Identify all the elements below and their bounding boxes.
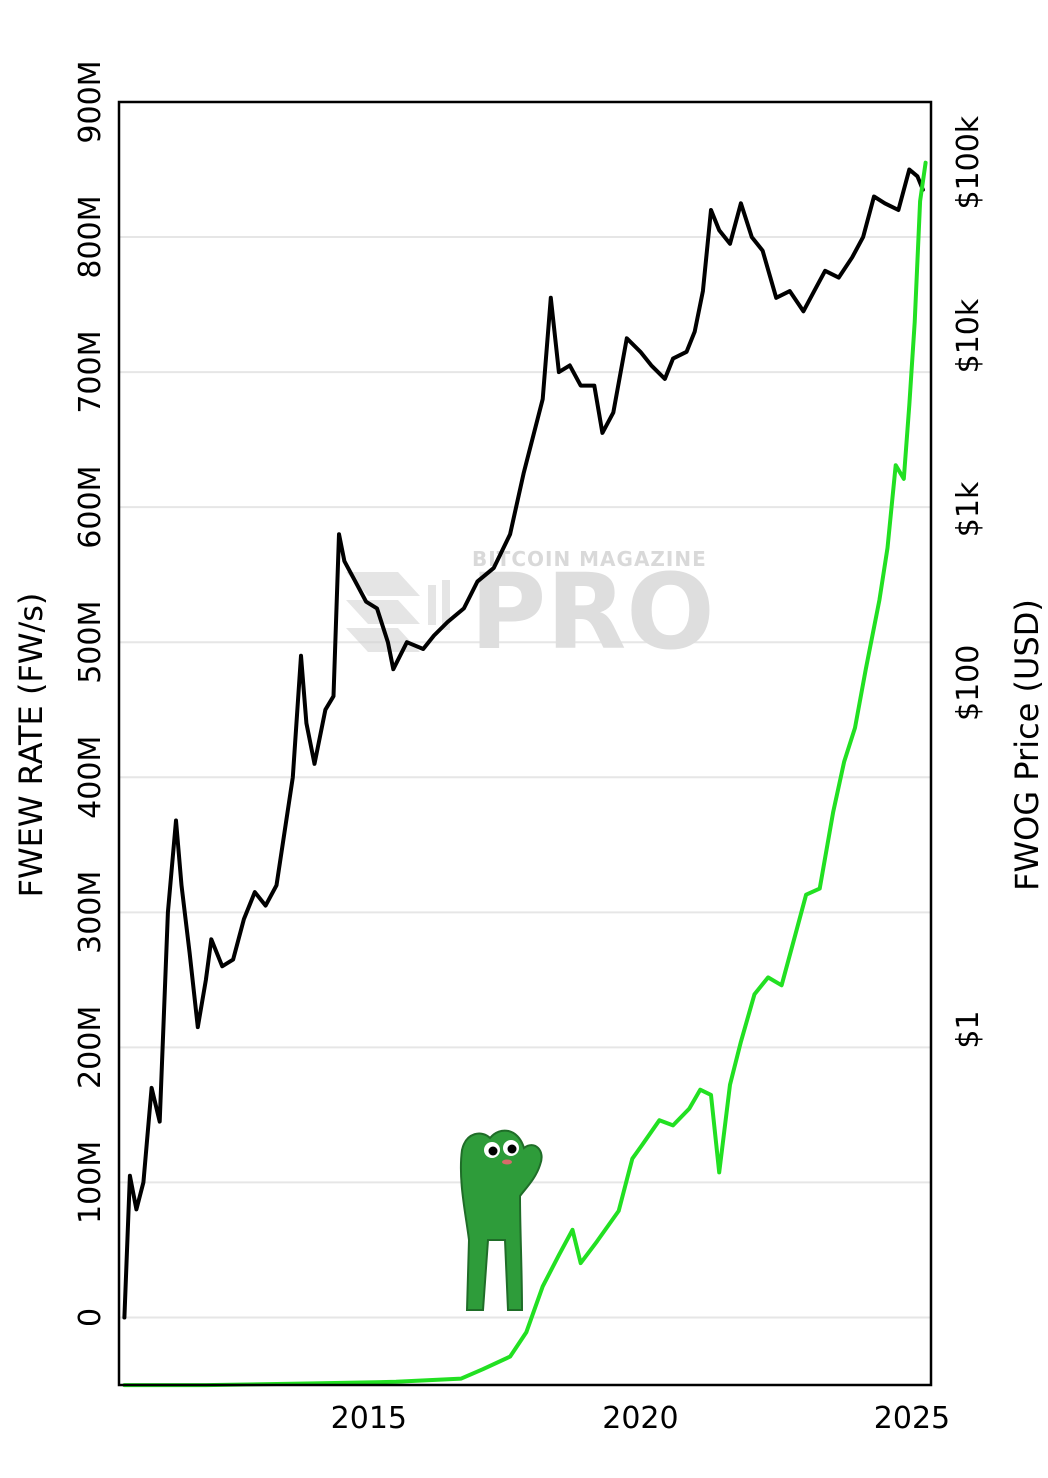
right-axis-title: FWOG Price (USD) — [1008, 599, 1046, 891]
right-tick-label: $100k — [951, 115, 986, 209]
left-tick-label: 600M — [73, 466, 108, 549]
right-tick-label: $10k — [951, 298, 986, 373]
x-axis-ticks: 2015 2020 2025 — [331, 1401, 951, 1436]
watermark: BITCOIN MAGAZINE PRO — [346, 547, 715, 673]
left-tick-label: 200M — [73, 1006, 108, 1089]
right-axis-ticks: $1 $100 $1k $10k $100k — [951, 115, 986, 1048]
price-series-line — [122, 160, 928, 1388]
plot-frame — [117, 100, 933, 1387]
right-tick-label: $1 — [951, 1010, 986, 1048]
watermark-line1: BITCOIN MAGAZINE — [472, 547, 707, 571]
left-tick-label: 900M — [73, 60, 108, 143]
left-tick-label: 400M — [73, 736, 108, 819]
watermark-line2: PRO — [470, 551, 715, 673]
right-tick-label: $1k — [951, 481, 986, 537]
left-tick-label: 700M — [73, 331, 108, 414]
left-tick-label: 300M — [73, 871, 108, 954]
left-tick-label: 500M — [73, 601, 108, 684]
series-group — [122, 160, 928, 1388]
right-tick-label: $100 — [951, 645, 986, 721]
x-tick-label: 2015 — [331, 1401, 407, 1436]
left-tick-label: 800M — [73, 195, 108, 278]
frog-mascot-icon — [459, 1129, 543, 1311]
rate-series-line — [122, 167, 925, 1320]
left-axis-ticks: 0 100M 200M 300M 400M 500M 600M 700M 800M 900M — [73, 60, 108, 1327]
left-tick-label: 100M — [73, 1141, 108, 1224]
left-tick-label: 0 — [73, 1308, 108, 1327]
left-axis-title: FWEW RATE (FW/s) — [12, 593, 50, 898]
x-tick-label: 2020 — [602, 1401, 678, 1436]
x-tick-label: 2025 — [874, 1401, 950, 1436]
watermark-logo-icon — [346, 572, 450, 652]
